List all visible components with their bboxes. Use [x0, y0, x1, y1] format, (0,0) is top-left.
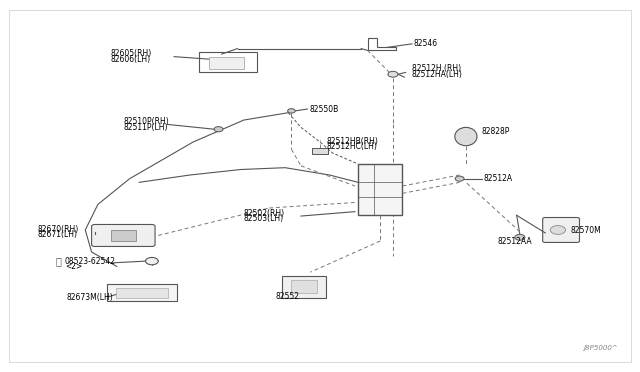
Circle shape — [515, 234, 525, 240]
Text: 82570M: 82570M — [571, 226, 602, 235]
Text: 08523-62542: 08523-62542 — [65, 257, 116, 266]
Bar — [282, 276, 326, 298]
Circle shape — [388, 71, 398, 77]
Bar — [108, 284, 177, 301]
Text: J8P5000^: J8P5000^ — [584, 345, 618, 351]
Text: 82670(RH): 82670(RH) — [38, 225, 79, 234]
Text: 82512HB(RH): 82512HB(RH) — [326, 137, 378, 146]
Text: 82673M(LH): 82673M(LH) — [66, 293, 113, 302]
Circle shape — [214, 126, 223, 132]
Text: 82502(RH): 82502(RH) — [244, 209, 285, 218]
Text: 82606(LH): 82606(LH) — [111, 55, 151, 64]
Bar — [209, 57, 244, 69]
Text: 82552: 82552 — [276, 292, 300, 301]
Text: 82512H (RH): 82512H (RH) — [412, 64, 461, 73]
Bar — [291, 280, 317, 294]
Text: <2>: <2> — [65, 262, 82, 271]
Bar — [312, 148, 328, 154]
Text: 82503(LH): 82503(LH) — [244, 215, 284, 224]
Text: 82512A: 82512A — [484, 174, 513, 183]
FancyBboxPatch shape — [92, 224, 155, 247]
Circle shape — [550, 225, 566, 234]
Bar — [116, 288, 168, 298]
Text: 82671(LH): 82671(LH) — [38, 230, 77, 239]
Circle shape — [145, 257, 158, 265]
Text: 82512AA: 82512AA — [498, 237, 532, 246]
Text: 82512HA(LH): 82512HA(LH) — [412, 70, 463, 79]
Bar — [200, 52, 257, 73]
Text: 82828P: 82828P — [482, 127, 510, 136]
Ellipse shape — [455, 127, 477, 146]
Text: 82510P(RH): 82510P(RH) — [124, 118, 169, 126]
Text: 82511P(LH): 82511P(LH) — [124, 123, 168, 132]
Text: 82550B: 82550B — [309, 105, 339, 113]
FancyBboxPatch shape — [543, 218, 579, 243]
Circle shape — [287, 109, 295, 113]
Text: 82605(RH): 82605(RH) — [111, 49, 152, 58]
Bar — [111, 230, 136, 241]
Text: 82512HC(LH): 82512HC(LH) — [326, 142, 377, 151]
Text: Ⓢ: Ⓢ — [56, 256, 61, 266]
Circle shape — [455, 176, 464, 181]
Bar — [358, 164, 403, 215]
Text: 82546: 82546 — [414, 39, 438, 48]
